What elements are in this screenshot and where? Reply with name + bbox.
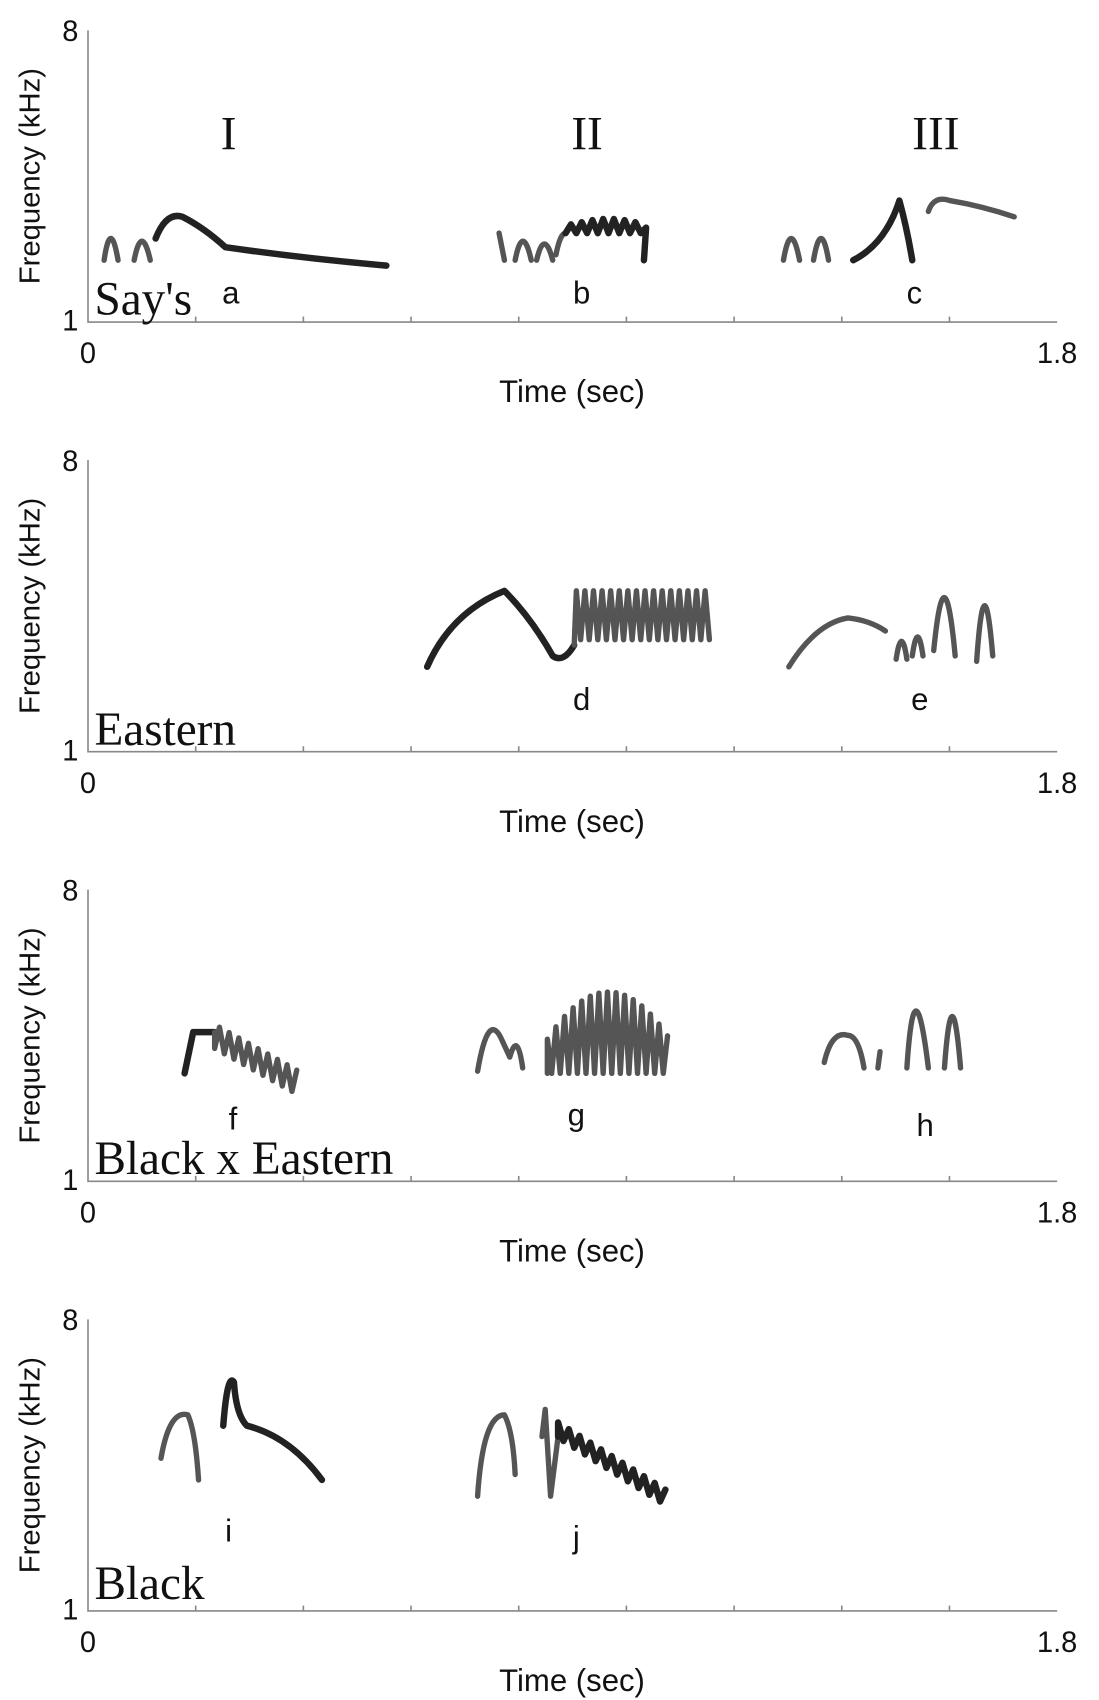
spectrogram-traces bbox=[101, 196, 1017, 1505]
y-tick-label: 8 bbox=[62, 16, 78, 48]
syllable-label: g bbox=[568, 1097, 585, 1132]
x-axis-label: Time (sec) bbox=[499, 1233, 645, 1268]
y-axis-label: Frequency (kHz) bbox=[15, 1357, 47, 1573]
species-label: Black x Eastern bbox=[94, 1133, 393, 1185]
y-axis-label: Frequency (kHz) bbox=[15, 498, 47, 714]
x-tick-label: 1.8 bbox=[1037, 1627, 1077, 1659]
x-tick-label: 1.8 bbox=[1037, 768, 1077, 800]
syllable-label: c bbox=[907, 275, 923, 310]
x-axis-label: Time (sec) bbox=[499, 1663, 645, 1698]
y-tick-label: 1 bbox=[62, 735, 78, 767]
y-tick-label: 1 bbox=[62, 306, 78, 338]
phrase-label: I bbox=[221, 108, 237, 160]
phrase-label: II bbox=[571, 108, 602, 160]
x-axis-label: Time (sec) bbox=[499, 374, 645, 409]
y-tick-label: 8 bbox=[62, 1305, 78, 1337]
y-tick-label: 8 bbox=[62, 446, 78, 478]
y-tick-label: 1 bbox=[62, 1165, 78, 1197]
syllable-label: j bbox=[572, 1520, 580, 1555]
x-tick-label: 1.8 bbox=[1037, 338, 1077, 370]
x-tick-label: 0 bbox=[80, 338, 96, 370]
y-tick-label: 1 bbox=[62, 1595, 78, 1627]
y-axis-label: Frequency (kHz) bbox=[15, 927, 47, 1143]
spectrogram-panel: 8 10 1.8 Time (sec) Frequency (kHz) Say's a b c bbox=[15, 16, 1077, 409]
spectrogram-panel: 8 10 1.8 Time (sec) Frequency (kHz) Black x E… bbox=[15, 875, 1077, 1268]
y-tick-label: 8 bbox=[62, 875, 78, 907]
x-tick-label: 0 bbox=[80, 768, 96, 800]
x-tick-label: 0 bbox=[80, 1197, 96, 1229]
y-axis-label: Frequency (kHz) bbox=[15, 68, 47, 284]
x-tick-label: 1.8 bbox=[1037, 1197, 1077, 1229]
species-label: Black bbox=[94, 1558, 204, 1610]
axis-line bbox=[87, 1319, 1058, 1612]
x-tick-label: 0 bbox=[80, 1627, 96, 1659]
syllable-label: f bbox=[229, 1102, 238, 1137]
species-label: Eastern bbox=[94, 704, 236, 756]
syllable-label: e bbox=[911, 682, 928, 717]
syllable-label: a bbox=[222, 275, 240, 310]
syllable-label: i bbox=[225, 1514, 232, 1549]
phrase-label: III bbox=[912, 108, 959, 160]
species-label: Say's bbox=[94, 273, 192, 325]
syllable-label: d bbox=[573, 682, 590, 717]
x-axis-label: Time (sec) bbox=[499, 804, 645, 839]
syllable-label: h bbox=[916, 1108, 933, 1143]
syllable-label: b bbox=[573, 275, 590, 310]
spectrogram-panel: 8 10 1.8 Time (sec) Frequency (kHz) Eastern d e bbox=[15, 446, 1077, 839]
